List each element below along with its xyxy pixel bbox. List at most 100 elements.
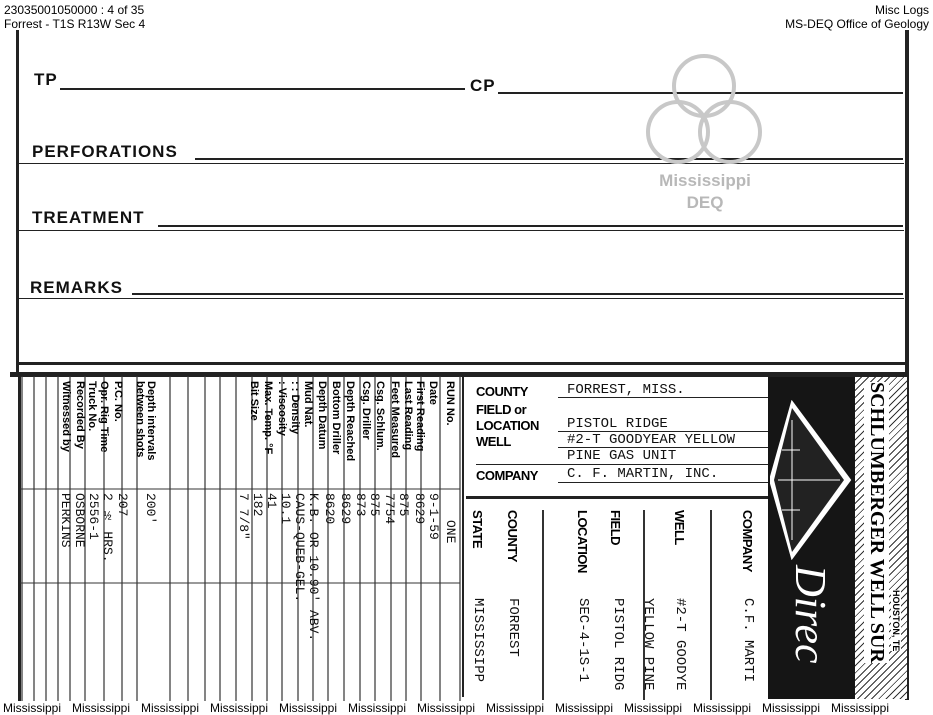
footer-label: Mississippi (279, 701, 338, 715)
run-label: Mud Nat. (302, 381, 314, 428)
spine-location: SEC-4-1S-1 (575, 598, 591, 683)
perforations-label: PERFORATIONS (32, 142, 178, 161)
run-value: 875 (367, 493, 382, 517)
run-label: Witnessed by (60, 381, 72, 452)
run-label: : : Density (289, 381, 301, 435)
spine-field: PISTOL RIDG (610, 598, 626, 691)
treatment-line (158, 225, 903, 227)
rule (19, 163, 904, 164)
spine-well-label: WELL (672, 510, 687, 545)
run-label: Feet Measured (389, 381, 401, 459)
footer-label: Mississippi (348, 701, 407, 715)
brand-subtitle: HOUSTON, TE (891, 590, 901, 652)
run-label: Date (427, 381, 439, 405)
border-left (16, 30, 19, 372)
run-label: P.C. No. (112, 381, 124, 422)
run-table-grid (18, 376, 461, 701)
footer-label: Mississippi (762, 701, 821, 715)
spine-company: C.F. MARTI (740, 598, 756, 683)
run-value: 8629 (338, 493, 353, 525)
spine-field-label: FIELD (608, 510, 623, 546)
run-value: CAUS-QUEB-GEL. (292, 493, 307, 603)
cp-label: CP (470, 76, 496, 95)
footer-label: Mississippi (693, 701, 752, 715)
run-value: K.B. OR 10.90' ABV. (306, 493, 321, 642)
field-value: PISTOL RIDGE (567, 416, 668, 432)
document-category: Misc Logs (874, 3, 929, 17)
footer-label: Mississippi (486, 701, 545, 715)
run-value: OSBORNE (72, 493, 87, 548)
run-label: First Reading (414, 381, 426, 452)
footer-label: Mississippi (831, 701, 890, 715)
well-value-2: PINE GAS UNIT (567, 448, 677, 464)
company-value: C. F. MARTIN, INC. (567, 466, 719, 482)
spine-well2: #2-T GOODYE (672, 598, 688, 691)
run-value: 873 (353, 493, 368, 517)
run-value: 182 (250, 493, 265, 517)
rule (19, 298, 904, 299)
remarks-label: REMARKS (30, 278, 123, 297)
run-value: 10.1 (278, 493, 293, 525)
treatment-label: TREATMENT (32, 208, 145, 227)
run-value: 2 ½ HRS. (100, 493, 115, 563)
run-label: Csg. Schlum. (374, 381, 386, 451)
location-label: LOCATION (476, 418, 539, 433)
run-label: RUN No. (444, 381, 456, 426)
divider (10, 372, 906, 377)
footer-label: Mississippi (417, 701, 476, 715)
perforations-line (195, 158, 903, 160)
run-value: 8620 (322, 493, 337, 525)
footer-label: Mississippi (210, 701, 269, 715)
spine-location-label: LOCATION (575, 510, 590, 573)
run-label: : Viscosity (276, 381, 288, 436)
run-value: 7 7/8" (236, 493, 251, 540)
run-value: PERKINS (58, 493, 73, 548)
field-label: FIELD or (476, 402, 527, 417)
well-value-1: #2-T GOODYEAR YELLOW (567, 432, 736, 448)
company-label: COMPANY (476, 468, 538, 483)
county-value: FORREST, MISS. (567, 382, 685, 398)
watermark-line2: DEQ (686, 193, 724, 212)
run-value: 2556-1 (86, 493, 101, 540)
footer-label: Mississippi (555, 701, 614, 715)
run-label: Last Reading (402, 381, 414, 451)
run-value: 7754 (382, 493, 397, 525)
run-value: 875 (396, 493, 411, 517)
footer-label: Mississippi (141, 701, 200, 715)
run-value: 200' (143, 493, 158, 525)
run-value: 9-1-59 (426, 493, 441, 540)
watermark-line1: Mississippi (659, 171, 751, 190)
divider (16, 362, 906, 365)
document-id: 23035001050000 : 4 of 35 (4, 3, 145, 17)
border-right (905, 30, 909, 700)
run-label: Depth intervals between shots (134, 381, 157, 461)
run-label: Csg. Driller (360, 381, 372, 440)
heading-box (462, 377, 770, 697)
footer-label: Mississippi (72, 701, 131, 715)
brand-name: SCHLUMBERGER WELL SUR (864, 382, 889, 663)
run-value: 8629 (412, 493, 427, 525)
county-label: COUNTY (476, 384, 528, 399)
agency-name: MS-DEQ Office of Geology (785, 17, 929, 31)
remarks-line (132, 293, 903, 295)
cp-line (498, 92, 903, 94)
run-label: Recorded By (74, 381, 86, 449)
spine-state: MISSISSIPP (470, 598, 486, 683)
run-label: Bottom Driller (330, 381, 342, 455)
run-value: 41 (264, 493, 279, 509)
mdeq-logo (646, 54, 762, 164)
run-label: Depth Reached (344, 381, 356, 462)
run-label: Opr. Rig Time (98, 381, 110, 453)
footer: Mississippi Mississippi Mississippi Mississ… (0, 701, 933, 715)
tp-label: TP (34, 70, 58, 89)
spine-county-label: COUNTY (505, 510, 520, 562)
well-label: WELL (476, 434, 511, 449)
run-value: ONE (443, 520, 458, 544)
run-label: Truck No. (86, 381, 98, 432)
spine-company-label: COMPANY (740, 510, 755, 572)
run-label: Max. Temp. °F (262, 381, 274, 455)
run-value: 207 (115, 493, 130, 517)
run-label: Bit Size (248, 381, 260, 421)
spine-county: FORREST (505, 598, 521, 657)
schlumberger-diamond-logo (770, 400, 852, 560)
